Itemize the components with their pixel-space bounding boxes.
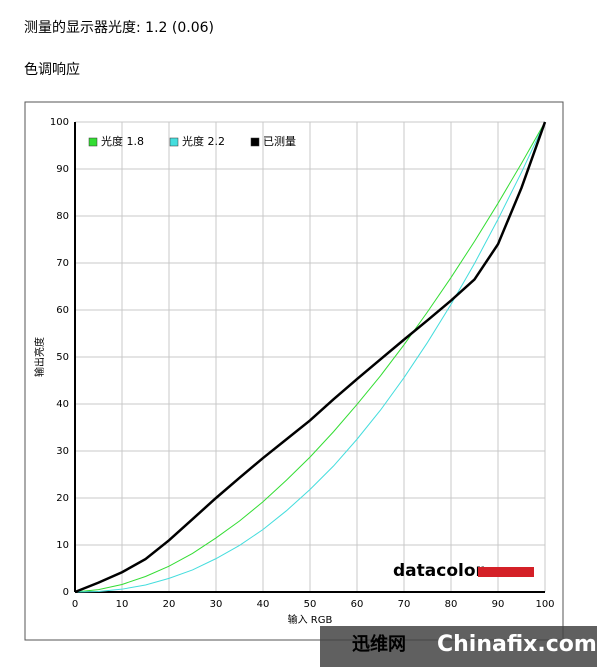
y-axis-label: 输出亮度 — [33, 337, 46, 377]
y-tick-label: 50 — [56, 352, 69, 363]
x-tick-label: 100 — [535, 599, 554, 610]
legend-label: 已测量 — [263, 135, 296, 148]
legend-swatch — [88, 137, 98, 147]
y-tick-label: 60 — [56, 305, 69, 316]
x-tick-label: 40 — [257, 599, 270, 610]
x-tick-label: 30 — [210, 599, 223, 610]
y-tick-label: 90 — [56, 164, 69, 175]
y-tick-label: 100 — [50, 117, 69, 128]
series-line — [74, 121, 547, 594]
chart-frame — [24, 101, 564, 641]
legend-label: 光度 2.2 — [182, 134, 225, 148]
y-tick-label: 70 — [56, 258, 69, 269]
section-title: 色调响应 — [24, 61, 80, 78]
y-tick-label: 20 — [56, 493, 69, 504]
luminance-text: 测量的显示器光度: 1.2 (0.06) — [24, 20, 214, 36]
x-tick-label: 10 — [116, 599, 129, 610]
series-line — [74, 121, 546, 593]
x-tick-label: 70 — [398, 599, 411, 610]
x-tick-label: 90 — [492, 599, 505, 610]
x-tick-label: 80 — [445, 599, 458, 610]
watermark-bg — [320, 626, 597, 667]
logo: datacolor — [393, 561, 485, 581]
y-tick-label: 0 — [63, 587, 69, 598]
watermark-domain: Chinafix.com — [437, 632, 597, 657]
plot: 0 10 20 30 40 50 60 70 80 90 100 0 10 20 30 40 50 60 70 80 9… — [33, 117, 555, 626]
y-tick-label: 40 — [56, 399, 69, 410]
x-tick-label: 60 — [351, 599, 364, 610]
legend-swatch — [169, 137, 179, 147]
watermark-site: 迅维网 — [352, 633, 406, 655]
series-line — [74, 121, 546, 593]
legend-swatch — [250, 137, 260, 147]
x-tick-label: 50 — [304, 599, 317, 610]
legend-label: 光度 1.8 — [101, 134, 144, 148]
y-tick-label: 80 — [56, 211, 69, 222]
y-tick-label: 30 — [56, 446, 69, 457]
x-tick-label: 0 — [72, 599, 78, 610]
x-tick-label: 20 — [163, 599, 176, 610]
x-axis-label: 输入 RGB — [288, 613, 333, 626]
logo-bar — [478, 567, 534, 577]
y-tick-label: 10 — [56, 540, 69, 551]
